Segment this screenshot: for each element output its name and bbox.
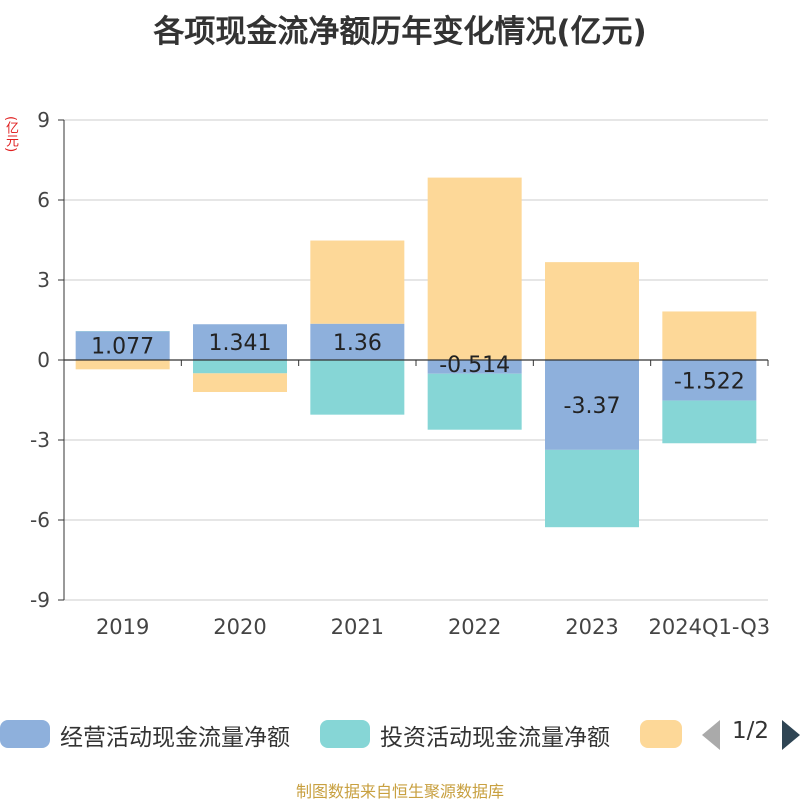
bar-series1: [545, 450, 639, 527]
legend-swatch-investing: [320, 720, 370, 748]
data-label: -1.522: [674, 369, 745, 394]
y-tick-label: 6: [37, 188, 50, 212]
bar-series2: [76, 360, 170, 369]
legend: 经营活动现金流量净额 投资活动现金流量净额 1/2: [0, 716, 800, 756]
legend-label-investing: 投资活动现金流量净额: [380, 718, 610, 752]
data-label: 1.077: [91, 334, 154, 359]
legend-prev-page-icon[interactable]: [702, 720, 720, 750]
bar-series2: [662, 311, 756, 360]
y-tick-label: -9: [30, 588, 50, 612]
bar-series1: [193, 360, 287, 373]
bar-series1: [310, 360, 404, 415]
x-tick-label: 2022: [448, 615, 501, 639]
x-tick-label: 2019: [96, 615, 149, 639]
data-label: -3.37: [564, 394, 621, 419]
legend-swatch-financing: [640, 720, 682, 748]
legend-label-operating: 经营活动现金流量净额: [60, 718, 290, 752]
bar-series2: [193, 373, 287, 392]
y-tick-label: -6: [30, 508, 50, 532]
y-tick-label: 0: [37, 348, 50, 372]
legend-page-indicator: 1/2: [732, 718, 769, 744]
legend-next-page-icon[interactable]: [782, 720, 800, 750]
bar-series2: [545, 262, 639, 360]
stacked-bar-chart: 9 6 3 0 -3 -6 -9 2019 2020 2021 2022 2023 2024Q1-Q3 1…: [0, 0, 800, 700]
x-tick-label: 2020: [213, 615, 266, 639]
x-tick-label: 2021: [331, 615, 384, 639]
x-tick-label: 2024Q1-Q3: [649, 615, 771, 639]
x-tick-label: 2023: [565, 615, 618, 639]
y-tick-label: -3: [30, 428, 50, 452]
y-tick-label: 3: [37, 268, 50, 292]
data-label: -0.514: [439, 353, 510, 378]
bar-series1: [428, 374, 522, 430]
y-tick-label: 9: [37, 108, 50, 132]
bar-series2: [428, 178, 522, 360]
bar-series1: [662, 401, 756, 444]
legend-swatch-operating: [0, 720, 50, 748]
data-label: 1.36: [333, 331, 382, 356]
data-source-note: 制图数据来自恒生聚源数据库: [0, 778, 800, 802]
bar-series2: [310, 241, 404, 324]
data-label: 1.341: [209, 331, 272, 356]
